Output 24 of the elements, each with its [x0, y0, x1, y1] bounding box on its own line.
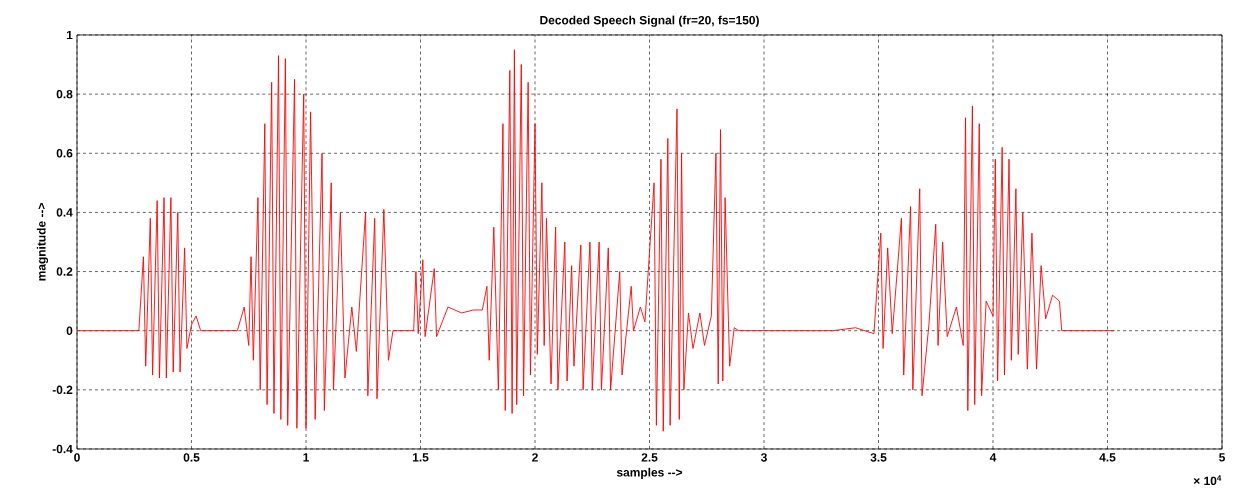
x-tick-label: 1.5	[412, 453, 429, 462]
x-tick-label: 0.5	[183, 453, 200, 462]
y-axis-title: magnitude -->	[36, 203, 49, 281]
y-tick-label: 0	[66, 326, 73, 335]
x-tick-label: 4.5	[1099, 453, 1116, 462]
text: × 10$^{4}$	[1193, 475, 1222, 486]
y-tick-label: 1	[66, 30, 73, 40]
x-tick-label: 4	[989, 453, 997, 462]
y-tick-label: 0.4	[56, 208, 73, 217]
y-tick-label: 0.6	[56, 149, 73, 158]
x-tick-label: 0	[74, 453, 80, 462]
y-tick-label: -0.2	[52, 385, 73, 395]
chart-title: Decoded Speech Signal (fr=20, fs=150)	[540, 15, 759, 27]
y-tick-label: 0.2	[56, 267, 73, 276]
x-tick-label: 5	[1219, 453, 1225, 462]
x-tick-label: 1	[303, 453, 309, 462]
y-tick-label: -0.4	[52, 444, 73, 454]
x-tick-label: 2.5	[641, 453, 658, 462]
y-tick-label: 0.8	[56, 89, 73, 99]
x-tick-label: 3.5	[870, 453, 887, 462]
x-axis-title: samples -->	[616, 467, 683, 479]
x-tick-label: 2	[532, 453, 538, 462]
line-series	[77, 49, 1115, 432]
x-tick-label: 3	[760, 453, 767, 462]
